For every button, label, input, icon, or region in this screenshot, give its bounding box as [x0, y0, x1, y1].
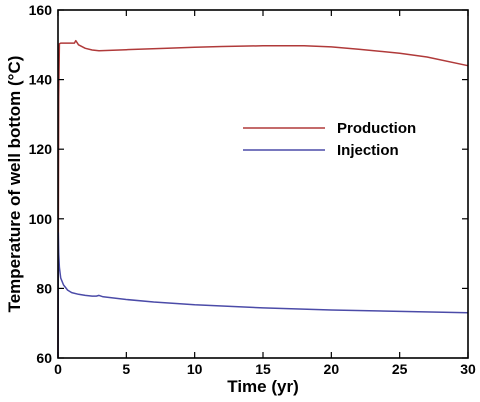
legend-label-production: Production	[337, 120, 416, 137]
x-tick-label: 20	[324, 361, 340, 377]
legend: Production Injection	[243, 120, 416, 159]
legend-label-injection: Injection	[337, 142, 399, 159]
series-line-production	[57, 39, 469, 359]
y-tick-label: 140	[29, 72, 53, 88]
y-tick-label: 160	[29, 2, 53, 18]
y-axis-title: Temperature of well bottom (°C)	[5, 56, 24, 313]
x-tick-label: 25	[392, 361, 408, 377]
y-tick-label: 80	[36, 280, 52, 296]
y-axis: 60 80 100 120 140 160	[29, 2, 468, 366]
x-axis: 0 5 10 15 20 25 30	[54, 10, 476, 377]
plot-frame	[57, 9, 469, 359]
series-line-injection	[57, 231, 469, 359]
x-tick-label: 0	[54, 361, 62, 377]
x-tick-label: 10	[187, 361, 203, 377]
x-tick-label: 5	[122, 361, 130, 377]
y-tick-label: 120	[29, 141, 53, 157]
y-tick-label: 100	[29, 211, 53, 227]
series-layer	[57, 39, 469, 359]
x-axis-title: Time (yr)	[227, 377, 299, 396]
x-tick-label: 15	[255, 361, 271, 377]
x-tick-label: 30	[460, 361, 476, 377]
y-tick-label: 60	[36, 350, 52, 366]
